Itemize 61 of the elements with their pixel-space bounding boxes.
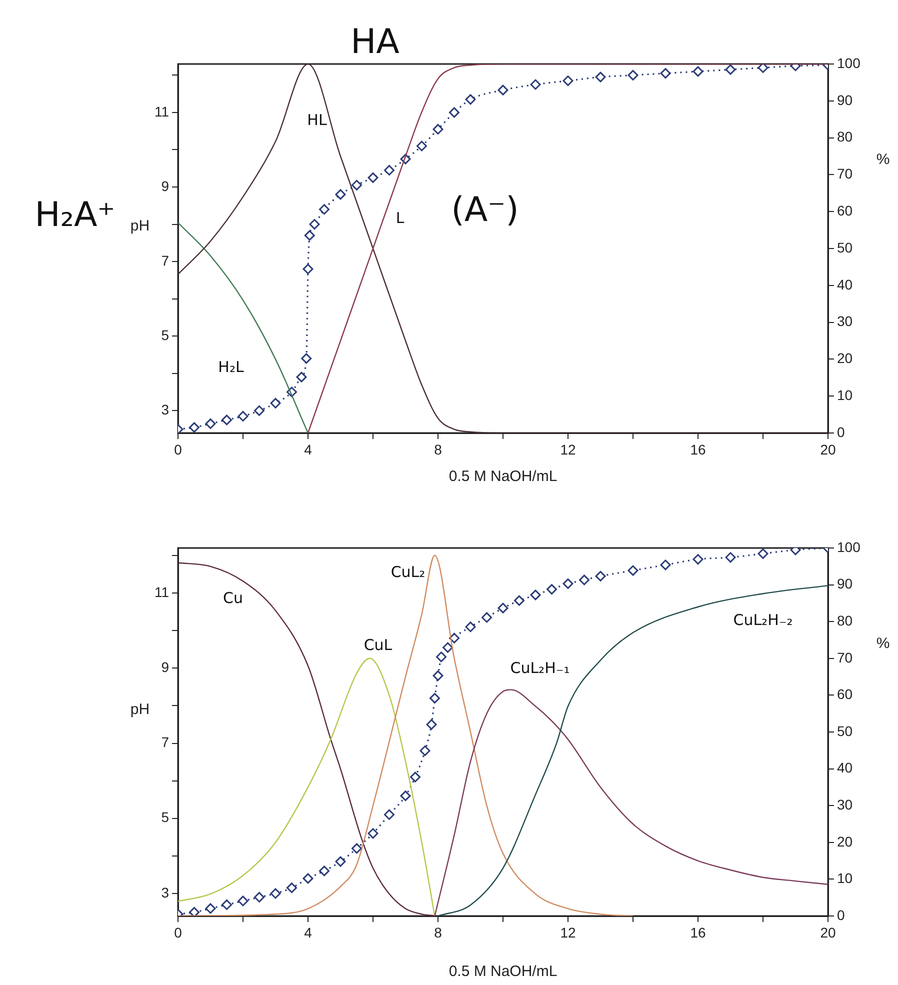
annotation: CuL₂H₋₁ — [510, 659, 570, 677]
annotation: H₂L — [218, 358, 244, 376]
x-tick-label: 4 — [304, 924, 312, 940]
x-tick-label: 0 — [174, 924, 182, 940]
y2-tick-label: 20 — [837, 350, 853, 366]
x-tick-label: 12 — [560, 441, 576, 458]
x-tick-label: 4 — [304, 441, 312, 458]
y-tick-label: 7 — [161, 734, 170, 750]
text: HA — [350, 22, 400, 62]
y-tick-label: 9 — [161, 178, 170, 194]
x-tick-label: 12 — [560, 924, 576, 940]
y2-tick-label: 60 — [837, 686, 853, 702]
y2-axis-title: % — [876, 151, 890, 168]
x-tick-label: 16 — [690, 441, 706, 458]
y2-tick-label: 90 — [837, 92, 853, 108]
y-axis-title: pH — [130, 218, 150, 234]
y-tick-label: 7 — [161, 252, 170, 268]
x-tick-label: 16 — [690, 924, 706, 940]
y2-tick-label: 30 — [837, 796, 853, 812]
y2-tick-label: 0 — [837, 906, 845, 923]
x-tick-label: 20 — [820, 441, 836, 458]
y-tick-label: 3 — [161, 884, 170, 900]
y2-axis-title: % — [876, 634, 890, 652]
x-tick-label: 8 — [434, 924, 442, 940]
y2-tick-label: 0 — [837, 424, 845, 440]
y-tick-label: 3 — [161, 401, 170, 418]
y2-tick-label: 10 — [837, 870, 853, 886]
y2-tick-label: 100 — [837, 538, 861, 555]
y-tick-label: 5 — [161, 326, 170, 343]
y-tick-label: 11 — [154, 103, 170, 120]
annotation: CuL — [364, 636, 392, 654]
annotation: (A⁻) — [451, 190, 519, 230]
y2-tick-label: 80 — [837, 128, 853, 145]
annotation: CuL₂H₋₂ — [733, 611, 793, 629]
y-tick-label: 5 — [161, 809, 170, 826]
annotation: L — [396, 209, 404, 227]
y-tick-label: 11 — [154, 584, 170, 600]
y-axis-title: pH — [130, 701, 150, 718]
y2-tick-label: 20 — [837, 833, 853, 850]
x-axis-title: 0.5 M NaOH/mL — [448, 963, 558, 980]
x-axis-title: 0.5 M NaOH/mL — [448, 468, 558, 486]
x-tick-label: 0 — [174, 441, 182, 458]
y-tick-label: 9 — [161, 659, 170, 676]
y2-tick-label: 50 — [837, 722, 853, 739]
y2-tick-label: 100 — [837, 54, 861, 71]
y2-tick-label: 60 — [837, 202, 853, 218]
y2-tick-label: 50 — [837, 239, 853, 256]
y2-tick-label: 90 — [837, 576, 853, 592]
y2-tick-label: 40 — [837, 760, 853, 776]
text: H₂A⁺ — [34, 195, 116, 235]
y2-tick-label: 70 — [837, 649, 853, 666]
x-tick-label: 8 — [434, 441, 442, 458]
x-tick-label: 20 — [820, 924, 836, 940]
annotation: Cu — [223, 589, 243, 607]
annotation: HL — [307, 111, 327, 129]
y2-tick-label: 80 — [837, 612, 853, 628]
y2-tick-label: 30 — [837, 313, 853, 330]
y2-tick-label: 70 — [837, 166, 853, 182]
y2-tick-label: 10 — [837, 386, 853, 403]
annotation: CuL₂ — [390, 563, 426, 581]
y2-tick-label: 40 — [837, 276, 853, 292]
